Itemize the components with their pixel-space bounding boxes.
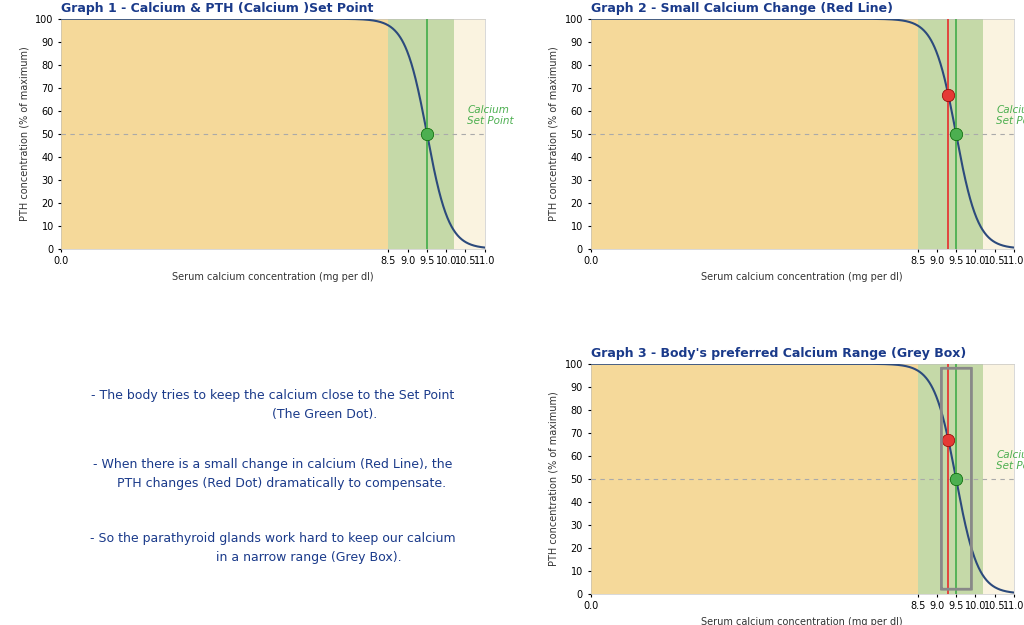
Bar: [61, 19, 388, 249]
X-axis label: Serum calcium concentration (mg per dl): Serum calcium concentration (mg per dl): [701, 272, 903, 282]
Text: Calcium
Set Point: Calcium Set Point: [996, 449, 1024, 471]
Y-axis label: PTH concentration (% of maximum): PTH concentration (% of maximum): [19, 46, 30, 221]
Y-axis label: PTH concentration (% of maximum): PTH concentration (% of maximum): [549, 46, 559, 221]
Bar: [983, 19, 1014, 249]
Bar: [918, 364, 983, 594]
Text: - The body tries to keep the calcium close to the Set Point
                    : - The body tries to keep the calcium clo…: [91, 389, 455, 421]
Text: - So the parathyroid glands work hard to keep our calcium
                  in a: - So the parathyroid glands work hard to…: [90, 532, 456, 564]
Bar: [591, 364, 918, 594]
Bar: [591, 19, 918, 249]
Y-axis label: PTH concentration (% of maximum): PTH concentration (% of maximum): [549, 391, 559, 566]
Bar: [918, 19, 983, 249]
Bar: [388, 19, 454, 249]
Bar: [983, 364, 1014, 594]
Text: Calcium
Set Point: Calcium Set Point: [467, 104, 514, 126]
Text: - When there is a small change in calcium (Red Line), the
    PTH changes (Red D: - When there is a small change in calciu…: [93, 458, 453, 490]
Bar: [454, 19, 484, 249]
Text: Graph 3 - Body's preferred Calcium Range (Grey Box): Graph 3 - Body's preferred Calcium Range…: [591, 347, 966, 360]
Point: [940, 435, 956, 445]
Point: [940, 90, 956, 100]
Text: Graph 1 - Calcium & PTH (Calcium )Set Point: Graph 1 - Calcium & PTH (Calcium )Set Po…: [61, 2, 374, 15]
Text: Calcium
Set Point: Calcium Set Point: [996, 104, 1024, 126]
Text: Graph 2 - Small Calcium Change (Red Line): Graph 2 - Small Calcium Change (Red Line…: [591, 2, 893, 15]
X-axis label: Serum calcium concentration (mg per dl): Serum calcium concentration (mg per dl): [172, 272, 374, 282]
Point: [948, 129, 965, 139]
X-axis label: Serum calcium concentration (mg per dl): Serum calcium concentration (mg per dl): [701, 617, 903, 625]
Point: [948, 474, 965, 484]
Point: [419, 129, 435, 139]
